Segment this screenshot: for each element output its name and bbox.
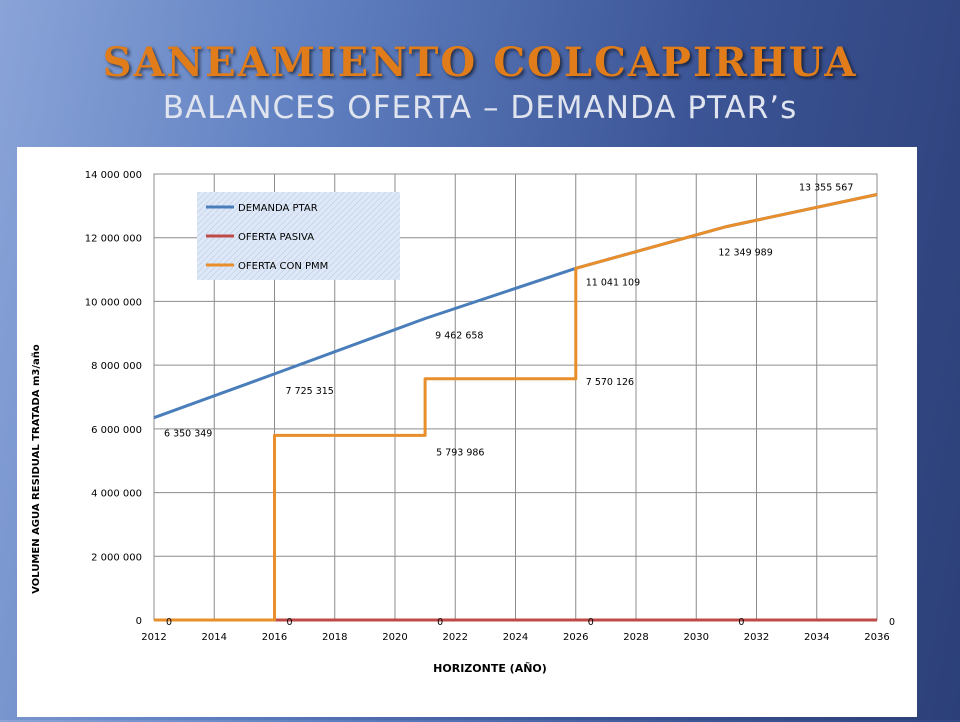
data-label: 13 355 567 xyxy=(799,183,853,194)
x-tick-label: 2022 xyxy=(443,632,468,643)
data-label: 0 xyxy=(287,617,293,628)
data-label: 0 xyxy=(437,617,443,628)
chart-data-labels: 6 350 349 7 725 315 9 462 658 11 041 109 12 … xyxy=(164,183,895,628)
chart-series xyxy=(153,193,878,622)
y-tick-label: 12 000 000 xyxy=(85,234,142,245)
slide-title: SANEAMIENTO COLCAPIRHUA xyxy=(102,39,858,86)
y-tick-label: 14 000 000 xyxy=(85,170,142,181)
slide-title-block: SANEAMIENTO COLCAPIRHUA BALANCES OFERTA … xyxy=(0,40,960,130)
y-tick-label: 2 000 000 xyxy=(91,552,142,563)
y-tick-label: 8 000 000 xyxy=(91,361,142,372)
data-label: 7 570 126 xyxy=(586,377,634,388)
y-axis-label: VOLUMEN AGUA RESIDUAL TRATADA m3/año xyxy=(31,344,42,594)
data-label: 11 041 109 xyxy=(586,277,640,288)
y-tick-label: 4 000 000 xyxy=(91,489,142,500)
x-tick-label: 2026 xyxy=(563,632,588,643)
data-label: 7 725 315 xyxy=(286,386,334,397)
x-tick-label: 2032 xyxy=(744,632,769,643)
x-tick-label: 2030 xyxy=(684,632,709,643)
x-tick-label: 2012 xyxy=(141,632,166,643)
x-tick-label: 2024 xyxy=(503,632,528,643)
x-tick-label: 2014 xyxy=(202,632,227,643)
data-label: 5 793 986 xyxy=(436,447,484,458)
x-tick-label: 2016 xyxy=(262,632,287,643)
data-label: 0 xyxy=(588,617,594,628)
data-label: 12 349 989 xyxy=(718,248,772,259)
legend-label: DEMANDA PTAR xyxy=(238,203,318,214)
y-tick-label: 0 xyxy=(136,616,142,627)
line-chart: 0 2 000 000 4 000 000 6 000 000 8 000 000 10 … xyxy=(31,170,895,675)
chart-axes: 0 2 000 000 4 000 000 6 000 000 8 000 000 10 … xyxy=(85,170,890,643)
data-label: 0 xyxy=(166,617,172,628)
data-label: 9 462 658 xyxy=(435,331,483,342)
x-axis-label: HORIZONTE (AÑO) xyxy=(433,662,547,675)
x-tick-label: 2034 xyxy=(804,632,829,643)
x-tick-label: 2028 xyxy=(623,632,648,643)
y-tick-label: 10 000 000 xyxy=(85,297,142,308)
chart-panel: 0 2 000 000 4 000 000 6 000 000 8 000 000 10 … xyxy=(17,147,917,717)
chart-legend: DEMANDA PTAR OFERTA PASIVA OFERTA CON PMM xyxy=(197,192,400,280)
y-tick-label: 6 000 000 xyxy=(91,425,142,436)
x-tick-label: 2018 xyxy=(322,632,347,643)
data-label: 0 xyxy=(738,617,744,628)
legend-label: OFERTA PASIVA xyxy=(238,232,314,243)
x-tick-label: 2020 xyxy=(382,632,407,643)
slide-subtitle: BALANCES OFERTA – DEMANDA PTAR’s xyxy=(162,90,798,126)
oferta-pmm-line xyxy=(154,193,878,622)
data-label: 0 xyxy=(889,617,895,628)
legend-label: OFERTA CON PMM xyxy=(238,261,328,272)
x-tick-label: 2036 xyxy=(864,632,889,643)
data-label: 6 350 349 xyxy=(164,429,212,440)
